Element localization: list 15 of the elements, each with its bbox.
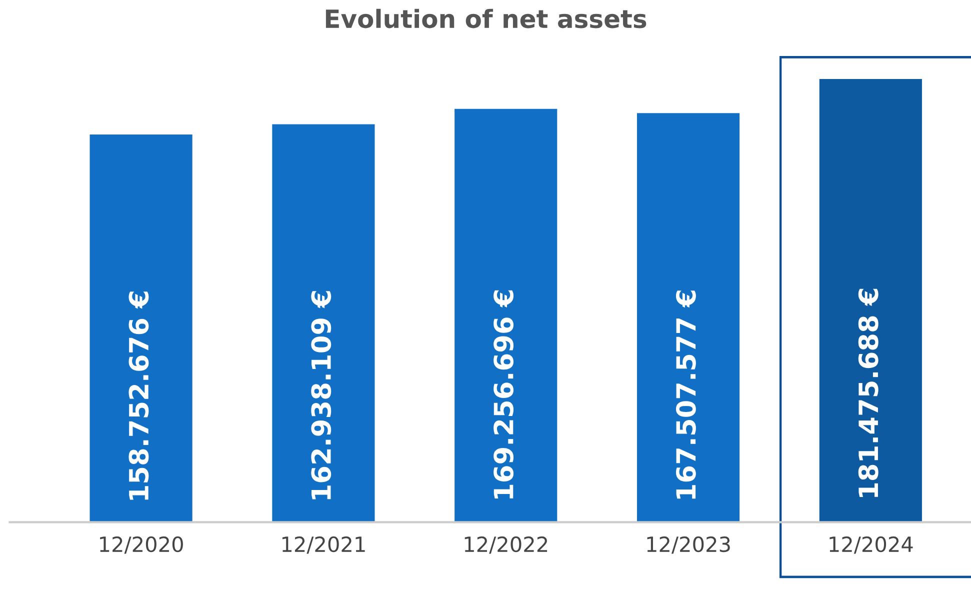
- data-label: 158.752.676 €: [128, 292, 149, 500]
- data-label: 162.938.109 €: [311, 291, 332, 500]
- x-tick-label: 12/2020: [100, 536, 183, 554]
- bar: [270, 122, 376, 522]
- x-tick-label: 12/2021: [282, 536, 365, 554]
- bar: [453, 107, 559, 522]
- x-tick-label: 12/2023: [647, 536, 730, 554]
- data-label: 181.475.688 €: [858, 288, 878, 497]
- bar: [88, 133, 194, 522]
- data-label: 167.507.577 €: [676, 290, 696, 499]
- x-tick-label: 12/2024: [830, 536, 913, 554]
- x-tick-label: 12/2022: [464, 536, 548, 554]
- chart-title: Evolution of net assets: [326, 8, 646, 28]
- data-label: 169.256.696 €: [494, 290, 514, 498]
- bar: [636, 112, 741, 522]
